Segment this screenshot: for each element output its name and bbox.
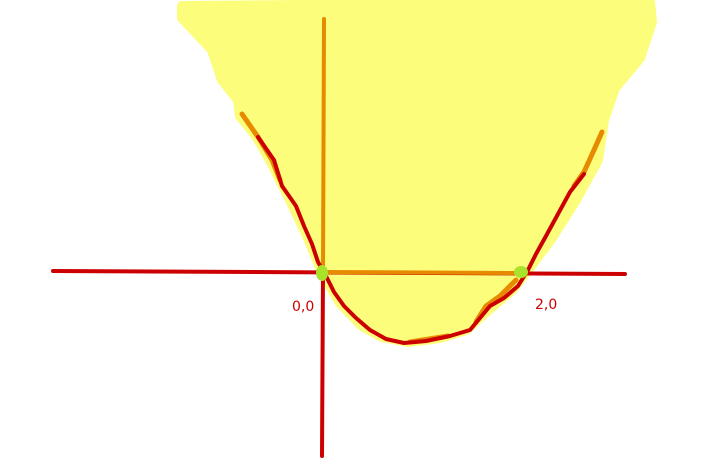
origin-label: 0,0 [292,299,314,315]
parabola-curve [256,135,586,345]
orange-horizontal-segment [321,270,522,275]
root-label: 2,0 [535,297,557,313]
origin-point [316,265,328,281]
orange-vertical-line [321,17,326,274]
root-point [514,266,528,278]
y-axis [320,270,325,458]
